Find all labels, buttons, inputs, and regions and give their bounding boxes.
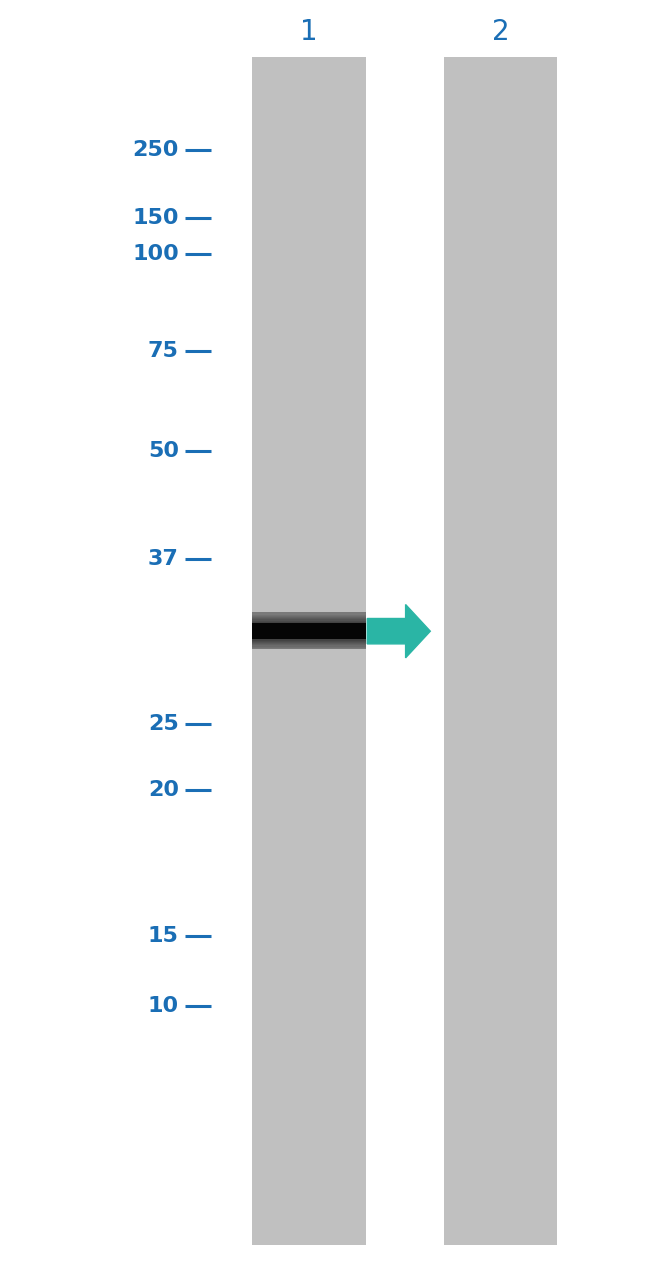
Bar <box>252 622 365 625</box>
Bar <box>252 626 365 629</box>
Bar <box>252 645 365 648</box>
Bar <box>252 627 365 630</box>
Bar <box>443 57 558 1245</box>
Bar <box>252 625 365 627</box>
Text: 15: 15 <box>148 926 179 946</box>
Bar <box>252 643 365 645</box>
Bar <box>252 616 365 618</box>
Text: 75: 75 <box>148 340 179 361</box>
Bar <box>252 617 365 620</box>
Bar <box>252 640 365 643</box>
Text: 2: 2 <box>491 18 510 46</box>
Bar <box>252 630 365 632</box>
Bar <box>252 635 365 638</box>
Bar <box>252 621 365 622</box>
Bar <box>252 646 365 649</box>
Bar <box>252 632 365 635</box>
Bar <box>252 641 365 644</box>
Bar <box>252 620 365 622</box>
Bar <box>252 644 365 646</box>
Bar <box>252 639 365 640</box>
Text: 20: 20 <box>148 780 179 800</box>
Text: 50: 50 <box>148 441 179 461</box>
Text: 250: 250 <box>133 140 179 160</box>
Bar <box>252 618 365 621</box>
Text: 37: 37 <box>148 549 179 569</box>
Text: 100: 100 <box>132 244 179 264</box>
Bar <box>252 615 365 617</box>
Bar <box>252 624 365 626</box>
Bar <box>252 624 365 639</box>
Bar <box>252 631 365 634</box>
Text: 150: 150 <box>132 208 179 229</box>
Text: 1: 1 <box>300 18 318 46</box>
FancyArrow shape <box>367 605 430 658</box>
Bar <box>252 629 365 631</box>
Bar <box>252 613 365 616</box>
Bar <box>252 612 365 615</box>
Bar <box>252 57 365 1245</box>
Bar <box>252 636 365 639</box>
Bar <box>252 638 365 640</box>
Text: 25: 25 <box>148 714 179 734</box>
Bar <box>252 639 365 641</box>
Bar <box>252 621 365 624</box>
Bar <box>252 634 365 636</box>
Text: 10: 10 <box>148 996 179 1016</box>
